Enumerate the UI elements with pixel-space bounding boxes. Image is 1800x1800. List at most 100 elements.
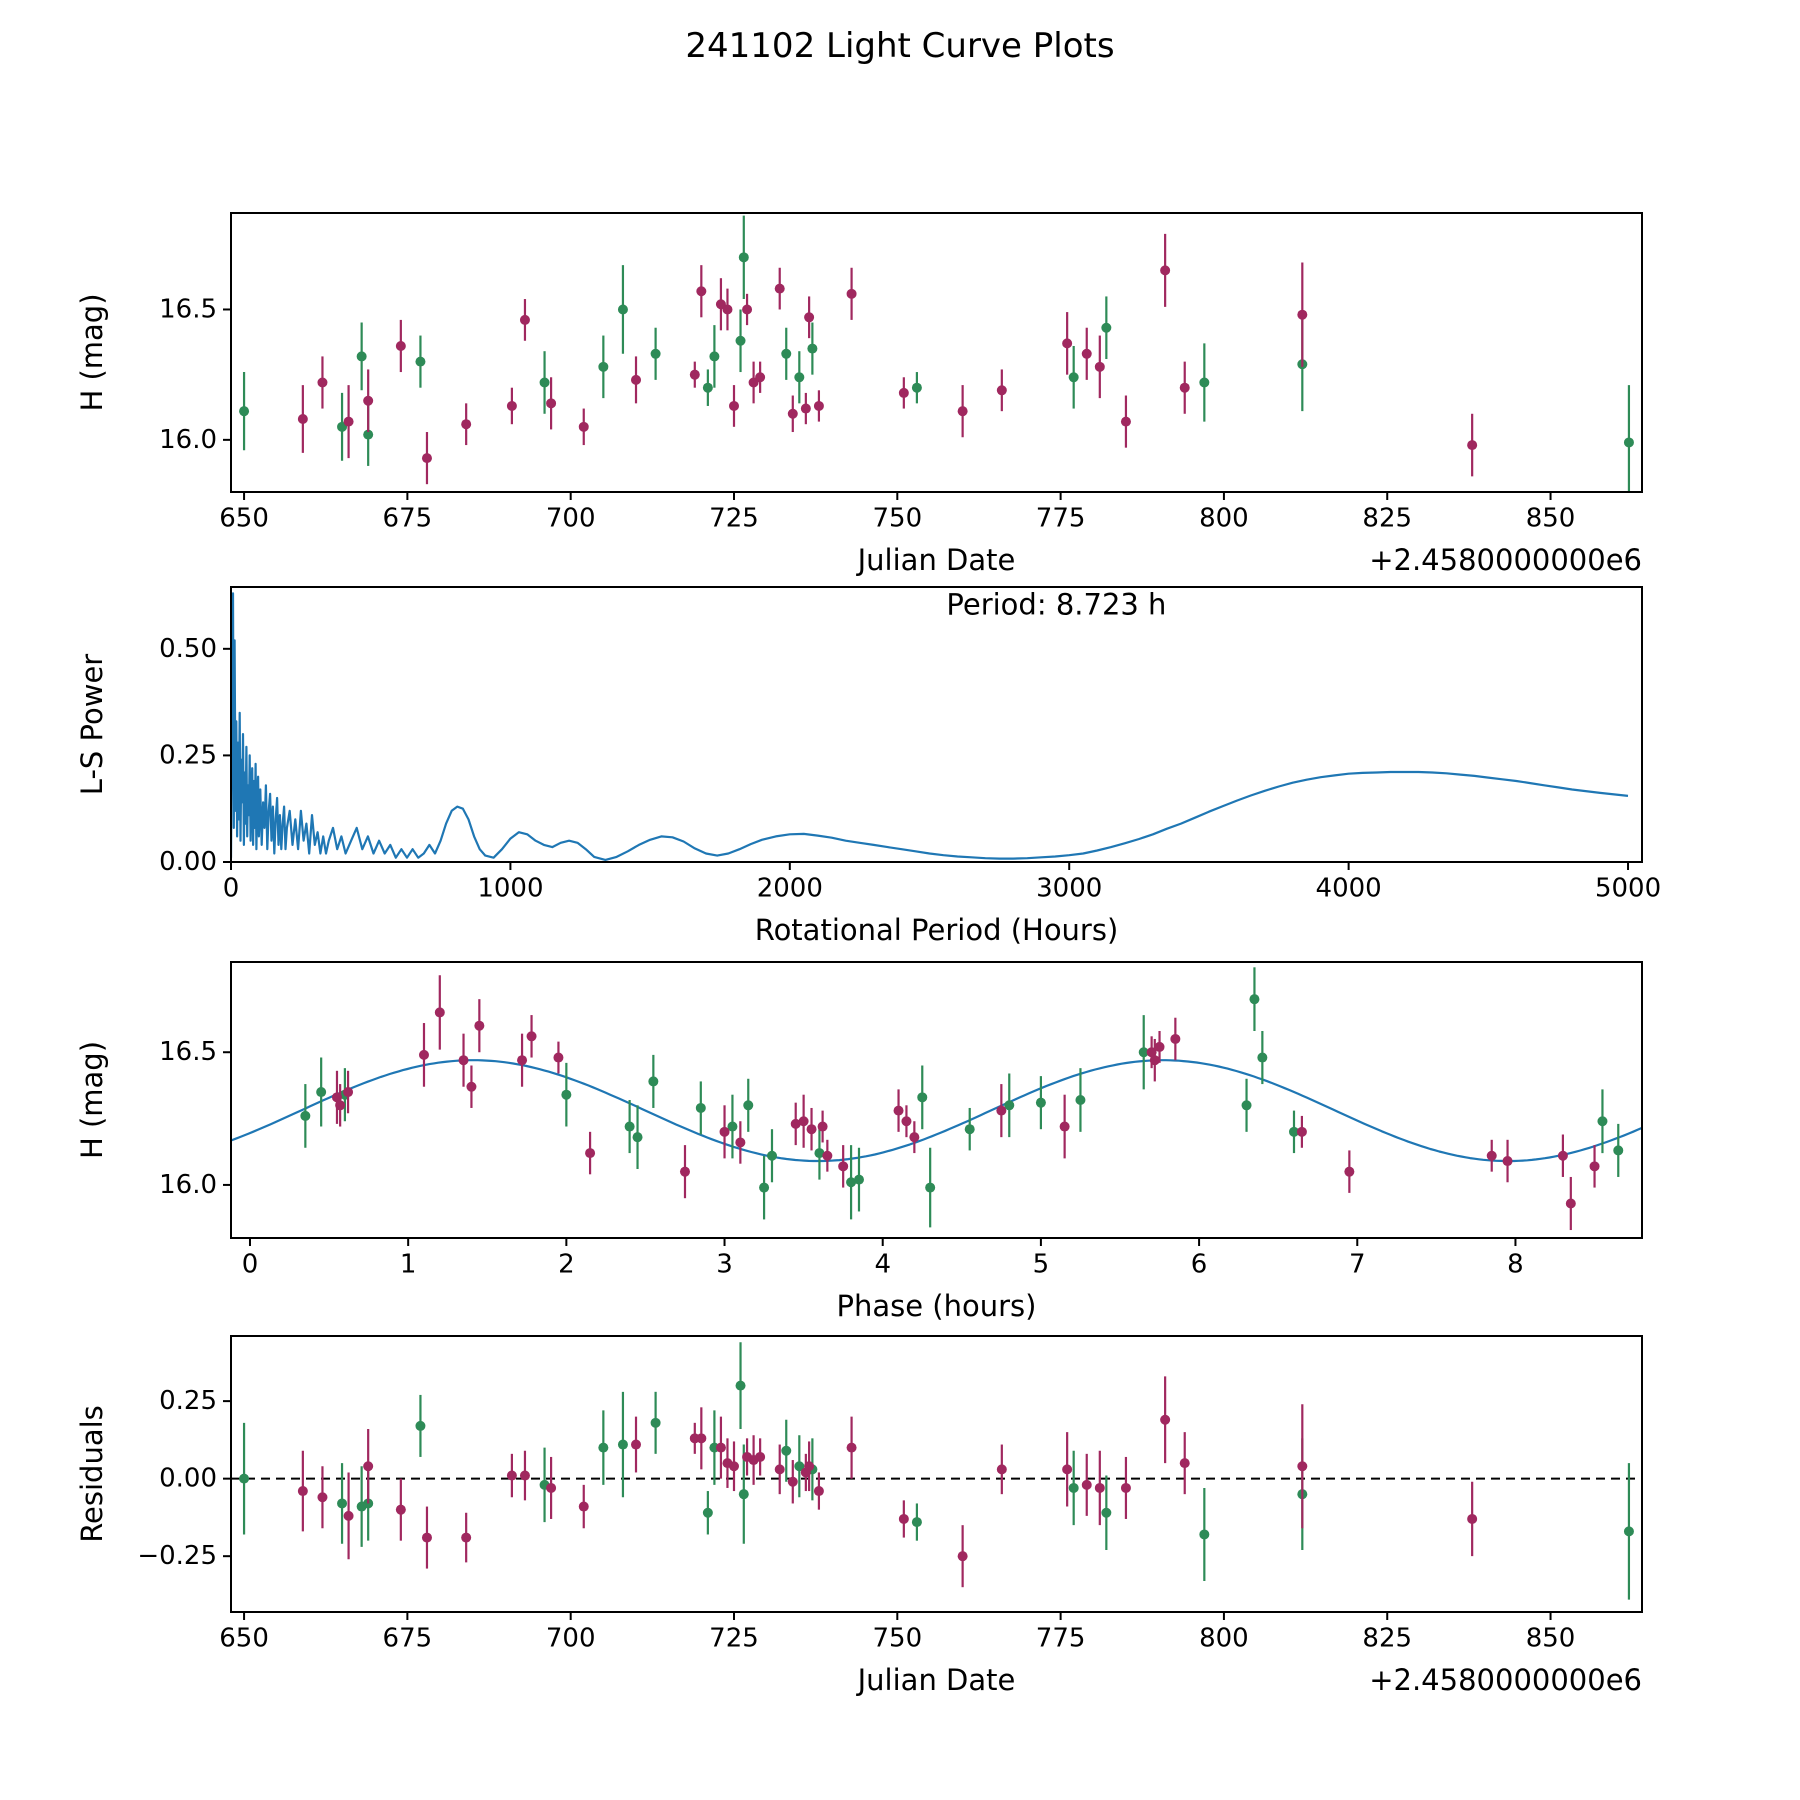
data-point (709, 351, 720, 362)
data-point (1059, 1121, 1070, 1132)
data-area (231, 1342, 1642, 1600)
data-point (909, 1132, 920, 1143)
data-point (702, 1507, 713, 1518)
panel-periodogram: 0 1000 2000 3000 4000 5000 0.00 0.25 0.50 Rotatio… (75, 586, 1661, 947)
data-point (679, 1166, 690, 1177)
data-point (774, 283, 785, 294)
x-tick-label: 650 (219, 503, 269, 533)
data-point (648, 1076, 659, 1087)
data-point (1199, 1529, 1210, 1540)
data-point (957, 406, 968, 417)
data-point (715, 1442, 726, 1453)
y-axis-label: H (mag) (75, 1041, 109, 1159)
data-point (925, 1182, 936, 1193)
data-point (696, 286, 707, 297)
x-tick-label: 4 (874, 1249, 891, 1279)
data-point (578, 1501, 589, 1512)
data-point (317, 377, 328, 388)
data-point (1249, 994, 1260, 1005)
data-point (813, 400, 824, 411)
data-point (804, 1461, 815, 1472)
data-point (546, 398, 557, 409)
data-point (519, 1470, 530, 1481)
data-point (728, 1461, 739, 1472)
data-point (957, 1551, 968, 1562)
data-point (1179, 382, 1190, 393)
data-point (817, 1121, 828, 1132)
x-axis-label: Julian Date (856, 543, 1016, 577)
x-tick-label: 800 (1199, 503, 1249, 533)
data-point (1502, 1156, 1513, 1167)
data-point (735, 1380, 746, 1391)
x-offset-text: +2.4580000000e6 (1369, 1663, 1642, 1697)
x-tick-label: 5000 (1595, 873, 1661, 903)
x-tick-label: 700 (546, 1623, 596, 1653)
data-point (1288, 1126, 1299, 1137)
axes-frame (230, 586, 1643, 863)
y-tick-label: 16.5 (159, 294, 217, 324)
panel-phase-folded: 0 1 2 3 4 5 6 7 8 16.0 16.5 Phase (hours) H (mag) (75, 961, 1643, 1323)
data-point (766, 1150, 777, 1161)
x-tick-label: 750 (872, 1623, 922, 1653)
data-point (300, 1110, 311, 1121)
data-area (231, 967, 1642, 1231)
data-point (846, 1177, 857, 1188)
data-point (755, 372, 766, 383)
data-point (466, 1081, 477, 1092)
data-point (578, 421, 589, 432)
data-point (790, 1118, 801, 1129)
data-point (539, 377, 550, 388)
data-point (755, 1451, 766, 1462)
data-point (461, 419, 472, 430)
data-point (421, 453, 432, 464)
data-point (804, 312, 815, 323)
y-axis-label: L-S Power (75, 654, 109, 795)
data-point (996, 1105, 1007, 1116)
data-point (1035, 1097, 1046, 1108)
x-tick-label: 725 (709, 503, 759, 533)
data-point (434, 1007, 445, 1018)
y-tick-label: 0.00 (159, 847, 217, 877)
data-point (1170, 1033, 1181, 1044)
data-point (898, 1513, 909, 1524)
x-tick-label: 775 (1036, 503, 1086, 533)
data-point (743, 1100, 754, 1111)
y-tick-label: 0.00 (159, 1464, 217, 1494)
series-observer-purple (297, 233, 1478, 485)
data-point (806, 1124, 817, 1135)
data-point (421, 1532, 432, 1543)
x-tick-label: 3000 (1036, 873, 1102, 903)
data-point (631, 1439, 642, 1450)
data-point (1062, 1464, 1073, 1475)
data-point (1081, 1479, 1092, 1490)
x-tick-label: 5 (1033, 1249, 1050, 1279)
data-point (1138, 1047, 1149, 1058)
y-tick-label: 0.50 (159, 634, 217, 664)
panel-lightcurve-jd: 650 675 700 725 750 775 800 825 850 16.0 16.5 Julia… (75, 212, 1643, 577)
data-point (239, 1473, 250, 1484)
y-tick-label: 16.5 (159, 1037, 217, 1067)
x-tick-label: 8 (1507, 1249, 1524, 1279)
y-axis-label: Residuals (75, 1405, 109, 1543)
x-tick-label: 750 (872, 503, 922, 533)
data-point (526, 1031, 537, 1042)
data-point (917, 1092, 928, 1103)
x-tick-label: 3 (716, 1249, 733, 1279)
data-point (738, 252, 749, 263)
data-point (702, 382, 713, 393)
x-tick-label: 6 (1191, 1249, 1208, 1279)
axes-frame (230, 1335, 1643, 1613)
data-point (911, 1517, 922, 1528)
data-point (1094, 1482, 1105, 1493)
y-tick-label: −0.25 (137, 1541, 217, 1571)
x-tick-label: 7 (1349, 1249, 1366, 1279)
data-point (846, 1442, 857, 1453)
data-point (727, 1121, 738, 1132)
x-tick-label: 850 (1526, 503, 1576, 533)
data-point (363, 429, 374, 440)
series-observer-green (300, 967, 1624, 1228)
data-point (1160, 1414, 1171, 1425)
x-tick-label: 650 (219, 1623, 269, 1653)
data-point (794, 1461, 805, 1472)
data-point (1296, 1126, 1307, 1137)
